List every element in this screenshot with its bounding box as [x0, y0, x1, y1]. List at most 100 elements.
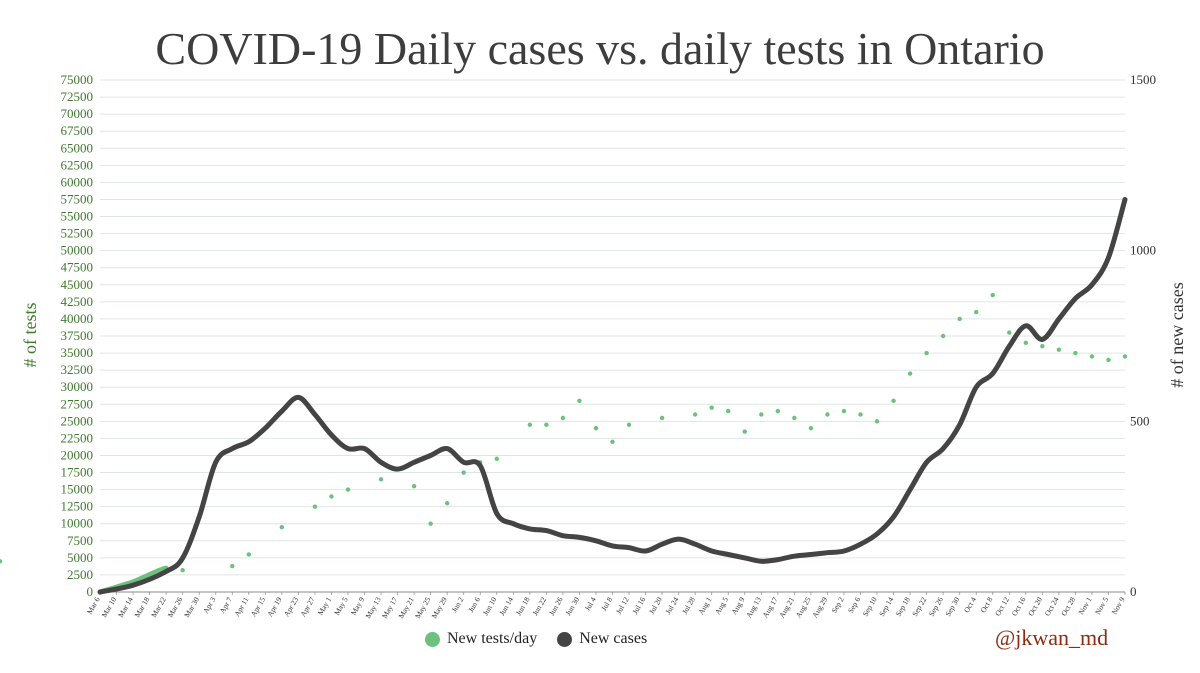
data-point	[858, 542, 863, 547]
legend-tests-marker	[425, 631, 440, 647]
y-right-tick-label: 1000	[1130, 243, 1156, 258]
data-point	[279, 408, 285, 414]
y-left-tick-label: 67500	[61, 123, 94, 138]
data-point	[709, 548, 714, 554]
data-point	[924, 460, 929, 465]
y-left-tick-label: 20000	[61, 447, 94, 462]
y-left-tick-label: 25000	[61, 413, 94, 428]
y-left-tick-label: 17500	[61, 465, 94, 480]
x-tick-label: Oct 4	[962, 595, 978, 614]
data-point	[858, 412, 863, 417]
data-point	[279, 524, 285, 530]
series-layer	[0, 197, 1128, 595]
data-point	[213, 460, 218, 465]
data-point	[478, 463, 483, 468]
data-point	[792, 553, 797, 559]
y-left-tick-label: 10000	[61, 516, 94, 531]
data-point	[560, 533, 566, 538]
x-tick-label: Apr 7	[218, 595, 235, 615]
x-tick-label: Sep 26	[927, 595, 945, 618]
x-tick-label: Nov 1	[1077, 595, 1094, 616]
data-point	[775, 408, 781, 414]
data-point	[560, 415, 566, 421]
x-tick-label: Oct 8	[978, 595, 994, 614]
legend-item-cases[interactable]: New cases	[557, 630, 647, 648]
x-tick-label: Aug 1	[696, 595, 713, 616]
x-tick-label: Aug 29	[810, 595, 829, 619]
y-axis-left-label: # of tests	[20, 303, 40, 368]
x-tick-label: Apr 27	[298, 595, 316, 618]
y-left-tick-label: 72500	[61, 89, 94, 104]
x-tick-label: Nov 9	[1110, 595, 1127, 616]
data-point	[974, 385, 979, 390]
left-axis-ticks: 0 2500 5000 7500 10000 12500 15000 17500 20000 22…	[61, 72, 94, 599]
x-tick-label: Sep 14	[877, 595, 895, 618]
y-left-tick-label: 47500	[61, 260, 94, 275]
data-point	[461, 470, 466, 475]
data-point	[1040, 344, 1045, 349]
x-tick-label: Sep 10	[861, 595, 879, 618]
y-left-tick-label: 65000	[61, 140, 94, 155]
series-cases	[97, 197, 1128, 595]
data-point	[246, 552, 251, 557]
y-left-tick-label: 30000	[61, 379, 94, 394]
x-tick-label: Jun 6	[466, 595, 482, 614]
data-point	[0, 559, 3, 564]
data-point	[891, 398, 896, 404]
data-point	[312, 504, 318, 509]
data-point	[825, 412, 830, 417]
data-point	[378, 460, 384, 465]
x-tick-label: Jun 22	[530, 595, 548, 617]
data-point	[527, 526, 533, 532]
data-point	[97, 589, 103, 595]
y-left-tick-label: 22500	[61, 430, 94, 445]
data-point	[1089, 282, 1095, 287]
series-line	[97, 197, 1128, 595]
legend-cases-label: New cases	[579, 630, 648, 647]
x-tick-label: Apr 19	[265, 595, 283, 618]
y-right-tick-label: 1500	[1130, 72, 1156, 87]
legend-item-tests[interactable]: New tests/day	[425, 630, 537, 648]
x-tick-label: Aug 5	[713, 595, 730, 616]
data-point	[494, 511, 499, 516]
data-point	[643, 548, 648, 554]
x-tick-label: Jun 18	[514, 595, 532, 617]
data-point	[676, 536, 681, 542]
x-tick-label: May 29	[430, 595, 449, 620]
data-point	[345, 446, 351, 451]
data-point	[444, 501, 450, 506]
data-point	[610, 543, 615, 549]
x-tick-label: Sep 6	[846, 595, 862, 614]
x-tick-label: Jun 10	[481, 595, 499, 617]
data-point	[891, 514, 896, 520]
data-point	[1122, 354, 1128, 359]
data-point	[659, 542, 665, 547]
y-left-tick-label: 7500	[67, 533, 93, 548]
data-point	[494, 456, 499, 462]
x-tick-label: Apr 3	[201, 595, 218, 615]
x-tick-label: Jun 2	[450, 595, 466, 614]
x-tick-label: Sep 18	[894, 595, 912, 618]
data-point	[378, 477, 384, 482]
data-point	[626, 422, 632, 427]
x-tick-label: Jul 16	[630, 595, 647, 615]
data-point	[527, 422, 533, 427]
data-point	[511, 521, 516, 526]
data-point	[411, 483, 417, 489]
data-point	[246, 439, 251, 445]
data-point	[792, 415, 797, 421]
data-point	[312, 412, 318, 417]
data-point	[428, 521, 433, 526]
x-tick-label: Jul 24	[663, 595, 680, 615]
data-point	[362, 446, 367, 451]
data-point	[263, 425, 268, 431]
author-credit: @jkwan_md	[995, 625, 1109, 650]
x-tick-label: Oct 28	[1059, 595, 1077, 617]
x-tick-label: May 1	[316, 595, 334, 616]
x-tick-label: Mar 26	[166, 595, 185, 619]
x-tick-label: Apr 15	[249, 595, 267, 618]
data-point	[1089, 354, 1095, 359]
y-left-tick-label: 57500	[61, 191, 94, 206]
data-point	[1073, 350, 1078, 356]
x-tick-label: Jul 4	[583, 595, 598, 612]
